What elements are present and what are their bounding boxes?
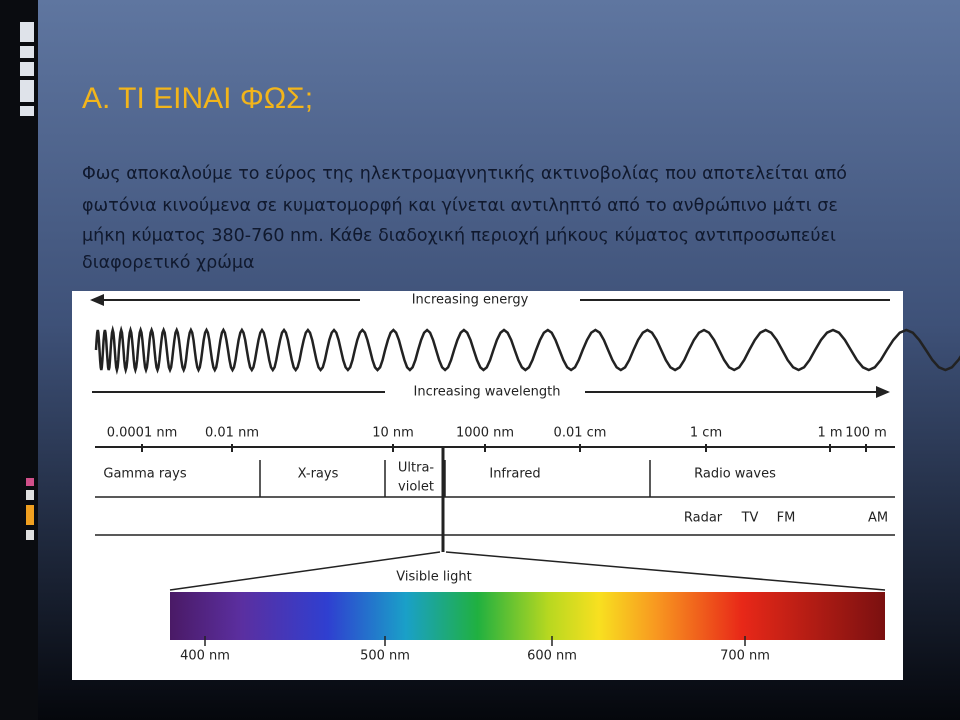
visible-label: Visible light xyxy=(396,570,471,585)
visible-scale-label: 700 nm xyxy=(720,649,770,664)
scale-label: 1 m xyxy=(817,426,842,441)
band-label: AM xyxy=(868,511,888,526)
scale-label: 0.0001 nm xyxy=(107,426,178,441)
body-line: Φως αποκαλούμε το εύρος της ηλεκτρομαγνη… xyxy=(82,164,847,184)
visible-scale-label: 600 nm xyxy=(527,649,577,664)
body-text: Φως αποκαλούμε το εύρος της ηλεκτρομαγνη… xyxy=(82,164,847,273)
side-strip xyxy=(0,0,38,720)
band-label: TV xyxy=(741,511,759,526)
wave xyxy=(94,325,960,375)
energy-label: Increasing energy xyxy=(412,293,529,308)
region-label: violet xyxy=(398,480,434,495)
scale-label: 1 cm xyxy=(690,426,722,441)
visible-spectrum xyxy=(170,592,885,640)
scale-label: 10 nm xyxy=(372,426,414,441)
body-line: φωτόνια κινούμενα σε κυματομορφή και γίν… xyxy=(82,196,838,216)
band-label: FM xyxy=(777,511,796,526)
region-label: Radio waves xyxy=(694,467,776,482)
scale-label: 100 m xyxy=(845,426,887,441)
wavelength-label: Increasing wavelength xyxy=(414,385,561,400)
scale-label: 1000 nm xyxy=(456,426,514,441)
arrow-head xyxy=(90,294,104,306)
visible-scale-label: 500 nm xyxy=(360,649,410,664)
arrow-head xyxy=(876,386,890,398)
region-label: X-rays xyxy=(298,467,339,482)
decoration xyxy=(20,22,34,540)
body-line: μήκη κύματος 380-760 nm. Κάθε διαδοχική … xyxy=(82,226,836,246)
region-label: Gamma rays xyxy=(103,467,186,482)
visible-scale-label: 400 nm xyxy=(180,649,230,664)
region-label: Infrared xyxy=(489,467,540,482)
bracket xyxy=(169,551,441,591)
spectrum-figure: Increasing energy Increasing wavelength 0.… xyxy=(72,291,960,680)
band-label: Radar xyxy=(684,511,723,526)
scale-label: 0.01 cm xyxy=(554,426,607,441)
body-line: διαφορετικό χρώμα xyxy=(82,253,255,273)
slide-title: Α. ΤΙ ΕΙΝΑΙ ΦΩΣ; xyxy=(82,82,313,115)
scale-label: 0.01 nm xyxy=(205,426,259,441)
bracket xyxy=(445,551,886,591)
region-label: Ultra- xyxy=(398,461,435,476)
